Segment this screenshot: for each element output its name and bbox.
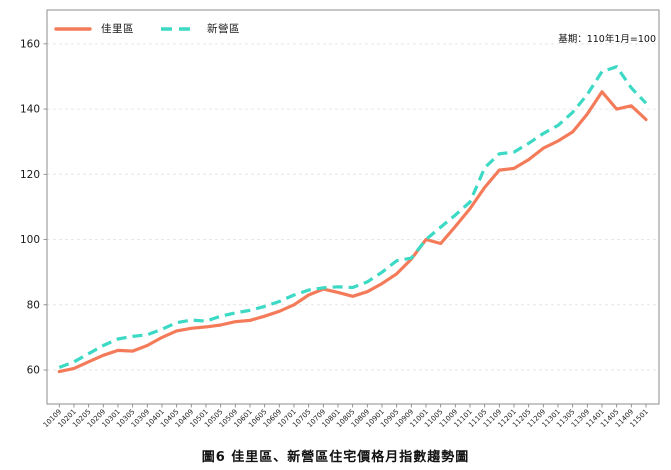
svg-text:60: 60 xyxy=(27,365,40,377)
legend-item-jiali: 佳里區 xyxy=(54,21,134,36)
legend-label-jiali: 佳里區 xyxy=(101,23,134,35)
base-period-annotation: 基期：110年1月=100 xyxy=(558,34,656,45)
figure-caption: 圖6 佳里區、新營區住宅價格月指數趨勢圖 xyxy=(201,450,470,465)
svg-text:80: 80 xyxy=(27,299,40,311)
chart-legend: 佳里區 新營區 xyxy=(54,21,240,36)
legend-item-xinying: 新營區 xyxy=(160,21,240,36)
svg-text:160: 160 xyxy=(20,38,40,50)
line-chart-canvas: 6080100120140160101091020110205102091030… xyxy=(20,9,660,429)
legend-label-xinying: 新營區 xyxy=(207,23,240,35)
svg-text:100: 100 xyxy=(20,234,40,246)
svg-text:140: 140 xyxy=(20,104,40,116)
legend-line-dashed-icon xyxy=(161,26,197,31)
svg-text:120: 120 xyxy=(20,169,40,181)
legend-line-solid-icon xyxy=(54,26,92,31)
